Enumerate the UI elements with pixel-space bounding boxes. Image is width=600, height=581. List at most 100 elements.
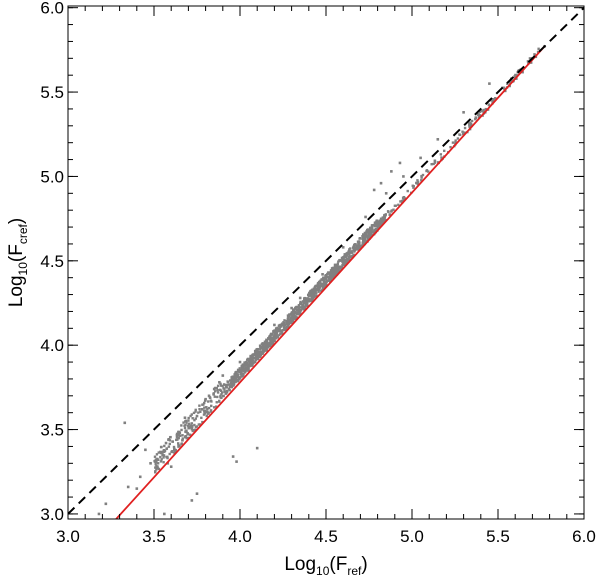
data-point [379,220,382,223]
data-point [258,355,262,358]
data-point [342,263,345,266]
data-point [340,259,343,262]
data-point [398,161,402,165]
data-point [194,410,197,413]
data-point [249,355,253,358]
data-point [281,328,284,332]
data-point [197,411,200,414]
data-point [235,371,238,374]
data-point [328,271,332,275]
data-point [255,446,259,450]
data-point [306,297,309,300]
data-point [187,426,191,430]
data-point [97,512,101,516]
data-point [294,310,297,314]
data-point [240,367,244,370]
data-point [361,234,364,238]
data-point [373,228,376,231]
data-point [261,347,265,350]
data-point [463,131,466,134]
data-point [273,330,276,333]
data-point [163,444,166,448]
data-point [187,416,190,420]
data-point [153,455,157,458]
x-axis-label-close: ) [361,554,367,575]
data-point [168,452,171,456]
data-point [484,107,488,111]
data-point [320,282,323,286]
data-point [212,387,216,391]
data-point [181,434,184,437]
data-point [198,407,201,411]
data-point [232,375,236,379]
data-point [332,275,335,279]
data-point [218,399,221,403]
data-point [346,259,350,262]
data-point [203,399,207,402]
data-point [415,181,418,185]
data-point [352,247,355,251]
data-point [383,215,387,219]
data-point [462,111,465,114]
data-point [291,312,294,315]
data-point [318,285,321,288]
data-point [212,393,215,396]
data-point [278,333,281,337]
data-point [324,274,327,277]
data-point [290,317,293,320]
data-point [313,285,317,289]
data-point [175,433,179,437]
data-point [332,269,335,272]
data-point [433,159,437,163]
data-point [333,274,337,278]
data-point [268,335,271,338]
data-point [229,385,232,388]
data-point [337,269,340,272]
data-point [384,218,387,222]
data-point [326,272,329,276]
data-point [135,487,139,490]
data-point [218,381,221,384]
data-point [185,437,188,440]
data-point [215,387,219,390]
data-point [331,270,334,273]
data-point [354,246,357,250]
data-point [169,465,173,468]
data-point [172,448,176,451]
data-point [343,253,346,256]
data-point [165,447,168,451]
data-point [392,208,395,211]
data-point [362,239,366,242]
data-point [345,253,348,256]
data-point [279,332,282,335]
data-point [271,342,275,345]
data-point [299,302,303,306]
data-point [345,257,348,260]
data-point [285,320,288,323]
data-point [376,226,379,229]
data-point [533,53,536,56]
data-point [321,284,324,288]
data-point [172,445,176,449]
data-point [298,296,302,300]
data-point [277,328,280,331]
data-point [155,468,158,471]
data-point [390,209,394,212]
data-point [290,306,293,310]
data-point [254,356,257,360]
y-tick-label: 3.5 [40,421,64,440]
data-point [401,196,405,200]
data-point [246,361,249,365]
data-point [367,232,370,236]
data-point [250,361,253,365]
data-point [482,108,485,112]
data-point [365,230,368,234]
data-point [304,304,308,307]
data-point [301,307,305,310]
data-point [297,305,301,308]
data-point [224,392,228,395]
data-point [378,225,381,229]
data-point [190,422,194,425]
data-point [341,246,345,249]
y-tick-label: 4.5 [40,252,64,271]
